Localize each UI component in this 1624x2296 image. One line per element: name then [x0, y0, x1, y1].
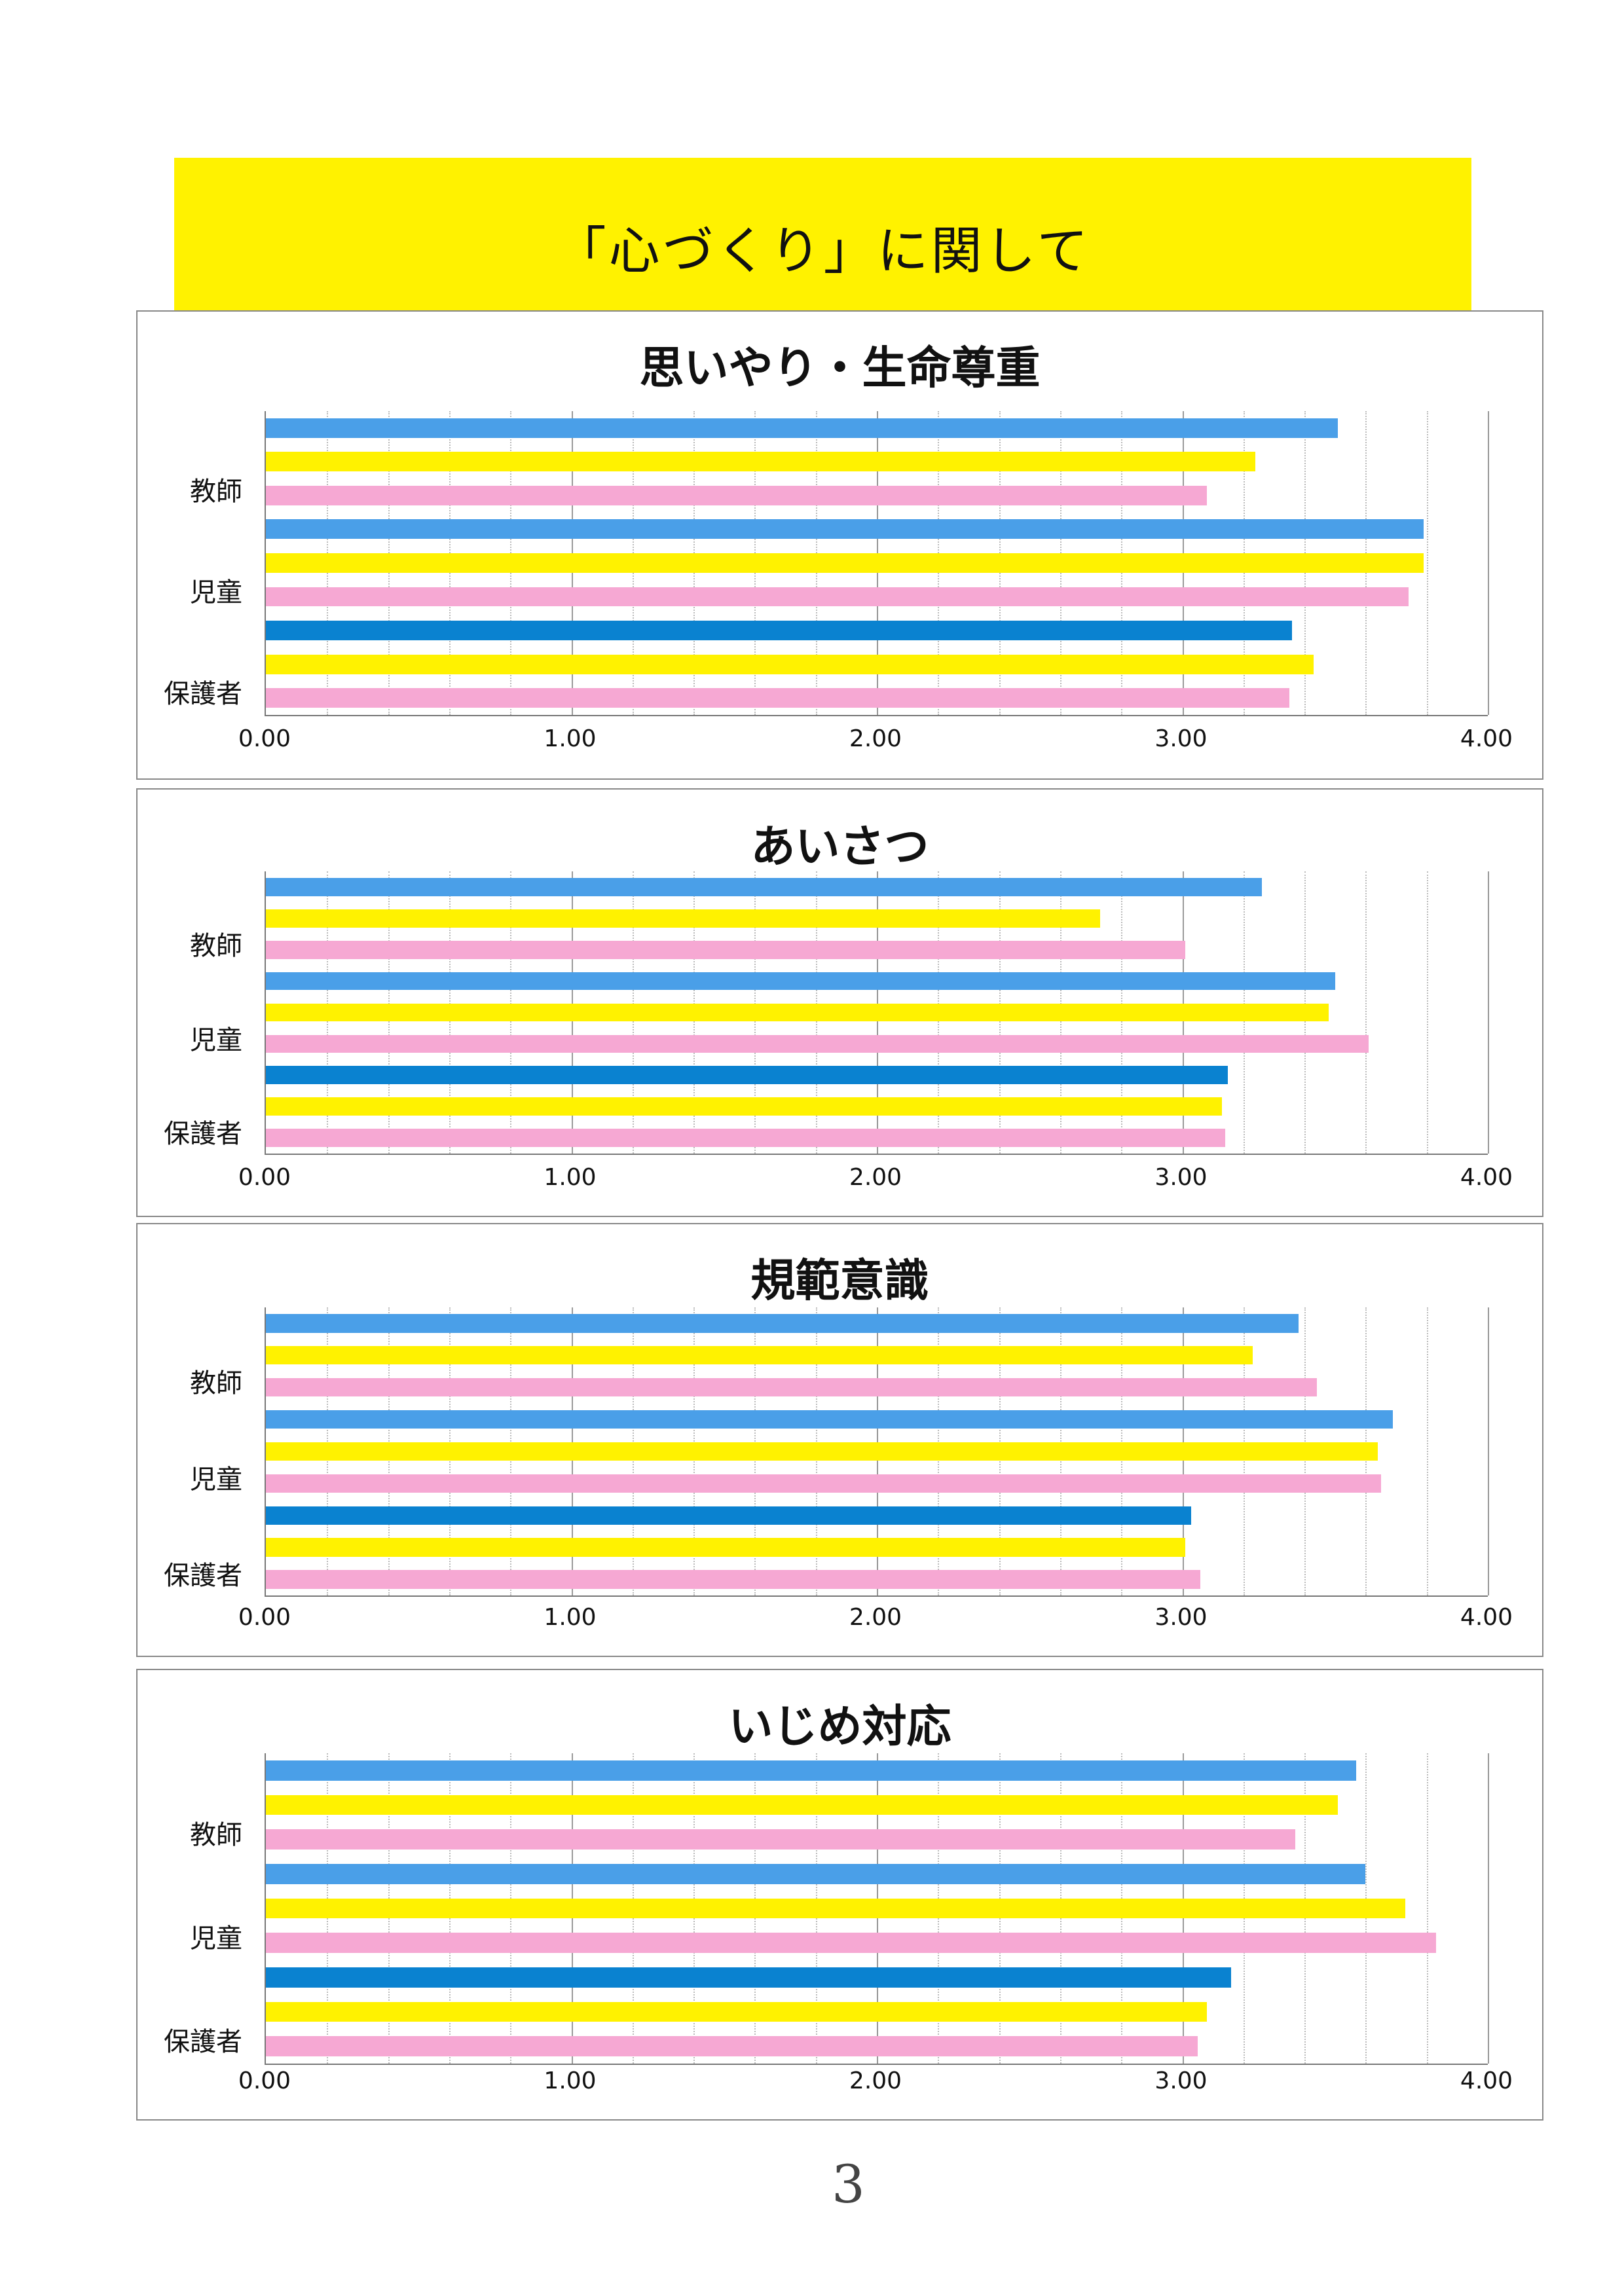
x-tick-label: 2.00: [849, 2068, 902, 2094]
bar-pink: [266, 2036, 1198, 2056]
bar-yellow: [266, 452, 1256, 472]
gridline: [1488, 1753, 1489, 2064]
x-tick-label: 3.00: [1154, 1604, 1208, 1631]
bar-blue: [266, 1410, 1393, 1429]
gridline: [1488, 871, 1489, 1154]
bar-pink: [266, 1474, 1381, 1493]
chart-title: あいさつ: [750, 821, 929, 873]
bar-yellow: [266, 2001, 1207, 2022]
chart-title: いじめ対応: [728, 1701, 951, 1753]
category-label: 保護者: [164, 1560, 242, 1591]
bar-blue: [266, 1066, 1228, 1085]
chart-ijime-taiou: いじめ対応教師児童保護者 0.00 1.00 2.00 3.00 4.00: [136, 1669, 1543, 2121]
bar-yellow: [266, 553, 1424, 573]
category-label: 教師: [190, 1368, 242, 1399]
category-label: 保護者: [164, 2027, 242, 2058]
x-tick-label: 4.00: [1460, 2068, 1513, 2094]
section-title: 「心づくり」に関して: [555, 222, 1091, 281]
x-tick-label: 0.00: [238, 725, 291, 752]
gridline: [1488, 1307, 1489, 1595]
plot-area: [265, 1307, 1489, 1597]
bar-yellow: [266, 1442, 1378, 1461]
x-tick-label: 2.00: [849, 725, 902, 752]
category-label: 教師: [190, 1820, 242, 1851]
bar-blue: [266, 1314, 1299, 1333]
bar-pink: [266, 688, 1289, 708]
x-tick-label: 0.00: [238, 1604, 291, 1631]
gridline: [1426, 1753, 1428, 2064]
plot-area: [265, 411, 1489, 716]
bar-pink: [266, 1829, 1296, 1850]
x-tick-label: 1.00: [544, 1164, 597, 1191]
chart-title: 規範意識: [750, 1255, 929, 1307]
chart-title: 思いやり・生命尊重: [639, 342, 1041, 395]
bar-yellow: [266, 1003, 1329, 1022]
gridline: [1488, 411, 1489, 715]
category-label: 児童: [190, 1923, 242, 1954]
category-label: 児童: [190, 577, 242, 608]
bar-blue: [266, 1506, 1192, 1525]
gridline: [1426, 411, 1428, 715]
bar-blue: [266, 972, 1335, 991]
x-tick-label: 1.00: [544, 2068, 597, 2094]
chart-kihan-ishiki: 規範意識教師児童保護者 0.00 1.00 2.00 3.00 4.00: [136, 1223, 1543, 1657]
bar-pink: [266, 940, 1186, 959]
bar-yellow: [266, 1898, 1406, 1919]
plot-area: [265, 871, 1489, 1155]
page-number: 3: [832, 2154, 865, 2215]
x-tick-label: 1.00: [544, 1604, 597, 1631]
x-tick-label: 2.00: [849, 1164, 902, 1191]
bar-blue: [266, 519, 1424, 539]
bar-blue: [266, 418, 1338, 438]
category-label: 教師: [190, 476, 242, 507]
gridline: [1426, 871, 1428, 1154]
x-tick-label: 4.00: [1460, 725, 1513, 752]
bar-blue: [266, 1864, 1366, 1884]
x-tick-label: 4.00: [1460, 1604, 1513, 1631]
bar-pink: [266, 1129, 1225, 1147]
x-tick-label: 3.00: [1154, 1164, 1208, 1191]
bar-yellow: [266, 909, 1100, 928]
category-label: 保護者: [164, 1119, 242, 1150]
bar-yellow: [266, 1097, 1223, 1116]
x-tick-label: 3.00: [1154, 725, 1208, 752]
category-label: 教師: [190, 931, 242, 962]
category-label: 保護者: [164, 678, 242, 709]
bar-pink: [266, 1570, 1201, 1589]
x-tick-label: 2.00: [849, 1604, 902, 1631]
bar-blue: [266, 1760, 1357, 1781]
bar-yellow: [266, 1538, 1186, 1557]
category-label: 児童: [190, 1465, 242, 1495]
x-tick-label: 0.00: [238, 1164, 291, 1191]
x-tick-label: 1.00: [544, 725, 597, 752]
chart-aisatsu: あいさつ教師児童保護者 0.00 1.00 2.00 3.00 4.00: [136, 788, 1543, 1217]
chart-omoiyari: 思いやり・生命尊重教師児童保護者 0.00 1.00 2.00 3.00 4.00: [136, 310, 1543, 780]
bar-yellow: [266, 1795, 1338, 1815]
gridline: [1426, 1307, 1428, 1595]
section-banner: 「心づくり」に関して: [174, 158, 1471, 310]
bar-pink: [266, 1034, 1369, 1053]
bar-blue: [266, 621, 1293, 641]
category-label: 児童: [190, 1025, 242, 1055]
bar-yellow: [266, 1346, 1253, 1365]
x-tick-label: 0.00: [238, 2068, 291, 2094]
gridline: [1365, 871, 1367, 1154]
bar-pink: [266, 587, 1409, 607]
bar-blue: [266, 1967, 1232, 1988]
plot-area: [265, 1753, 1489, 2065]
x-tick-label: 3.00: [1154, 2068, 1208, 2094]
bar-pink: [266, 485, 1207, 505]
bar-blue: [266, 878, 1262, 896]
bar-yellow: [266, 654, 1314, 674]
bar-pink: [266, 1378, 1317, 1397]
x-tick-label: 4.00: [1460, 1164, 1513, 1191]
bar-pink: [266, 1933, 1436, 1953]
